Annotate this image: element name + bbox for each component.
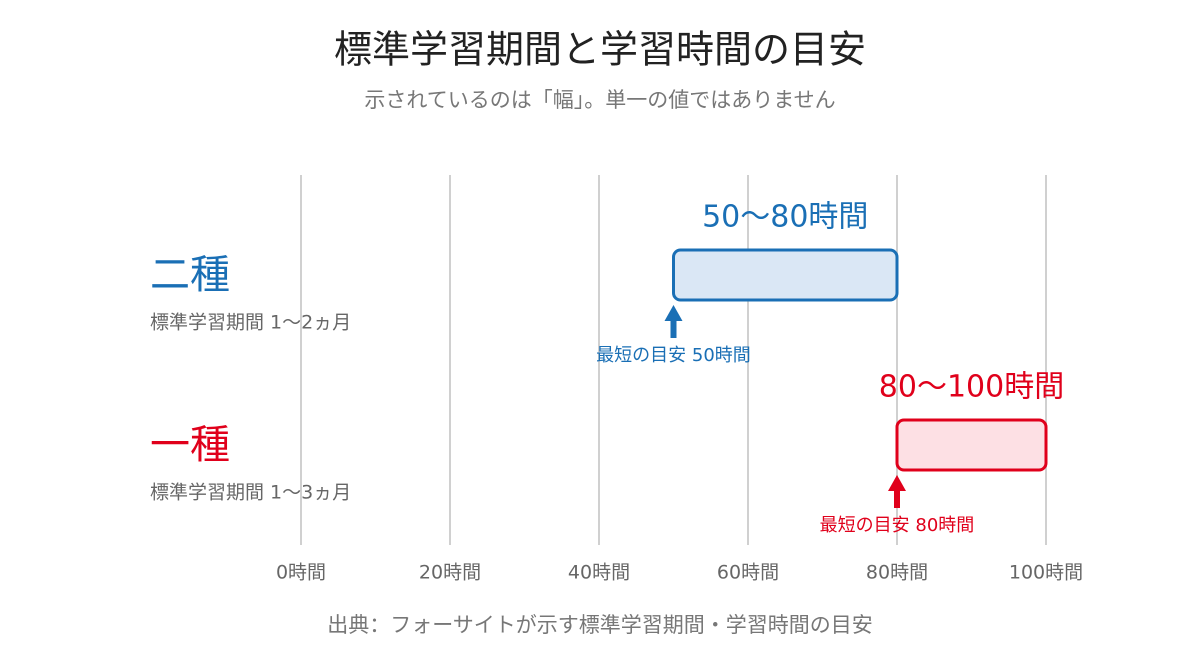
- chart-subtitle: 示されているのは「幅」。単一の値ではありません: [364, 88, 835, 112]
- value-label: 50〜80時間: [702, 200, 868, 235]
- x-tick-label: 20時間: [419, 562, 481, 584]
- category-label: 二種: [150, 252, 230, 298]
- min-arrow: [664, 305, 683, 338]
- min-arrow: [888, 475, 906, 508]
- x-tick-label: 100時間: [1009, 562, 1083, 584]
- x-tick-label: 0時間: [276, 562, 326, 584]
- x-tick-label: 60時間: [717, 562, 779, 584]
- value-label: 80〜100時間: [879, 370, 1064, 405]
- chart-title: 標準学習期間と学習時間の目安: [334, 28, 866, 72]
- range-bar: [672, 248, 899, 302]
- category-sublabel: 標準学習期間 1〜3ヵ月: [150, 482, 351, 504]
- x-tick-label: 40時間: [568, 562, 630, 584]
- min-note: 最短の目安 50時間: [596, 345, 751, 366]
- range-bar: [895, 418, 1048, 472]
- x-tick-label: 80時間: [866, 562, 928, 584]
- category-sublabel: 標準学習期間 1〜2ヵ月: [150, 312, 351, 334]
- source-note: 出典：フォーサイトが示す標準学習期間・学習時間の目安: [327, 613, 873, 637]
- min-note: 最短の目安 80時間: [820, 515, 975, 536]
- category-label: 一種: [150, 422, 230, 468]
